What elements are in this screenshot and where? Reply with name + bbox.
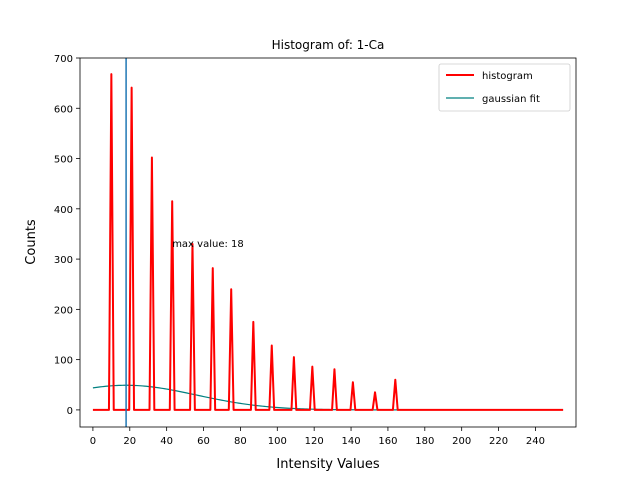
x-tick-label: 180 [415, 436, 434, 447]
chart-title: Histogram of: 1-Ca [272, 38, 385, 52]
x-tick-label: 220 [489, 436, 508, 447]
axes-frame [79, 57, 577, 428]
axis-ticks: 0 20 40 60 80 100 120 140 160 180 200 220 240 0 100 200… [54, 54, 545, 447]
y-tick-label: 0 [67, 406, 73, 417]
x-tick-label: 100 [268, 436, 287, 447]
x-axis-label: Intensity Values [276, 457, 379, 472]
x-tick-label: 240 [526, 436, 545, 447]
legend-label-histogram: histogram [482, 71, 533, 82]
x-tick-label: 120 [305, 436, 324, 447]
y-tick-label: 700 [54, 54, 73, 65]
x-tick-label: 160 [378, 436, 397, 447]
legend: histogram gaussian fit [438, 63, 571, 112]
y-tick-label: 300 [54, 255, 73, 266]
x-tick-label: 20 [123, 436, 136, 447]
x-tick-label: 80 [234, 436, 247, 447]
x-tick-label: 0 [90, 436, 96, 447]
y-tick-label: 600 [54, 104, 73, 115]
y-tick-label: 500 [54, 155, 73, 166]
legend-label-gaussian-fit: gaussian fit [482, 94, 540, 105]
x-tick-label: 60 [197, 436, 210, 447]
y-tick-label: 100 [54, 356, 73, 367]
x-tick-label: 200 [452, 436, 471, 447]
y-tick-label: 200 [54, 305, 73, 316]
y-axis-label: Counts [24, 219, 39, 265]
x-tick-label: 140 [342, 436, 361, 447]
y-tick-label: 400 [54, 205, 73, 216]
x-tick-label: 40 [160, 436, 173, 447]
max-value-annotation: max value: 18 [172, 239, 244, 250]
plot-content [92, 58, 564, 427]
